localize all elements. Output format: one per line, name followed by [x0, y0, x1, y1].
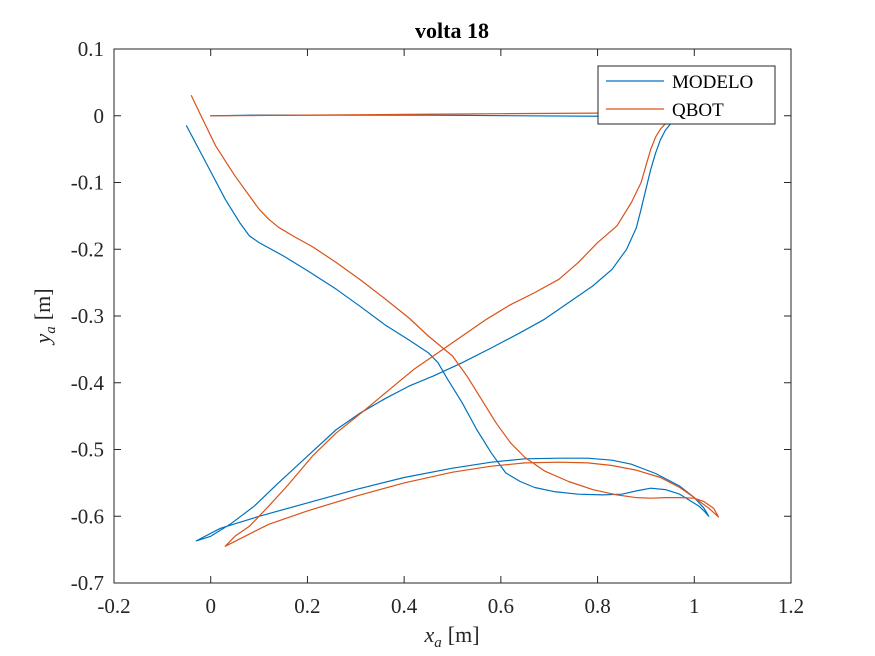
x-axis-label: xa [m]	[423, 622, 479, 651]
y-tick-label: -0.6	[71, 504, 104, 528]
x-tick-label: -0.2	[97, 594, 130, 618]
y-tick-label: 0	[94, 104, 105, 128]
x-tick-label: 0.6	[488, 594, 514, 618]
legend-label-qbot: QBOT	[672, 100, 724, 121]
x-tick-label: 1.2	[778, 594, 804, 618]
legend: MODELO QBOT	[597, 65, 776, 125]
x-tick-label: 0	[205, 594, 216, 618]
x-tick-label: 0.8	[584, 594, 610, 618]
legend-box	[597, 65, 776, 125]
x-tick-label: 1	[689, 594, 700, 618]
legend-label-modelo: MODELO	[672, 72, 753, 93]
y-tick-label: -0.3	[71, 304, 104, 328]
y-tick-label: -0.1	[71, 171, 104, 195]
y-tick-label: -0.2	[71, 237, 104, 261]
series-layer	[185, 95, 720, 547]
y-tick-label: -0.4	[71, 371, 105, 395]
chart-title: volta 18	[415, 18, 489, 43]
x-tick-label: 0.4	[391, 594, 418, 618]
y-axis-label: ya[m]	[30, 288, 59, 345]
x-axis: -0.2 0 0.2 0.4 0.6 0.8 1 1.2	[97, 49, 804, 618]
y-tick-label: -0.5	[71, 438, 104, 462]
x-tick-label: 0.2	[294, 594, 320, 618]
y-tick-label: -0.7	[71, 571, 104, 595]
series-line-modelo	[185, 114, 710, 542]
series-line-qbot	[190, 95, 720, 547]
plot-area	[113, 48, 792, 584]
y-tick-label: 0.1	[78, 37, 104, 61]
y-axis: 0.1 0 -0.1 -0.2 -0.3 -0.4 -0.5 -0.6 -0.7	[71, 37, 791, 595]
